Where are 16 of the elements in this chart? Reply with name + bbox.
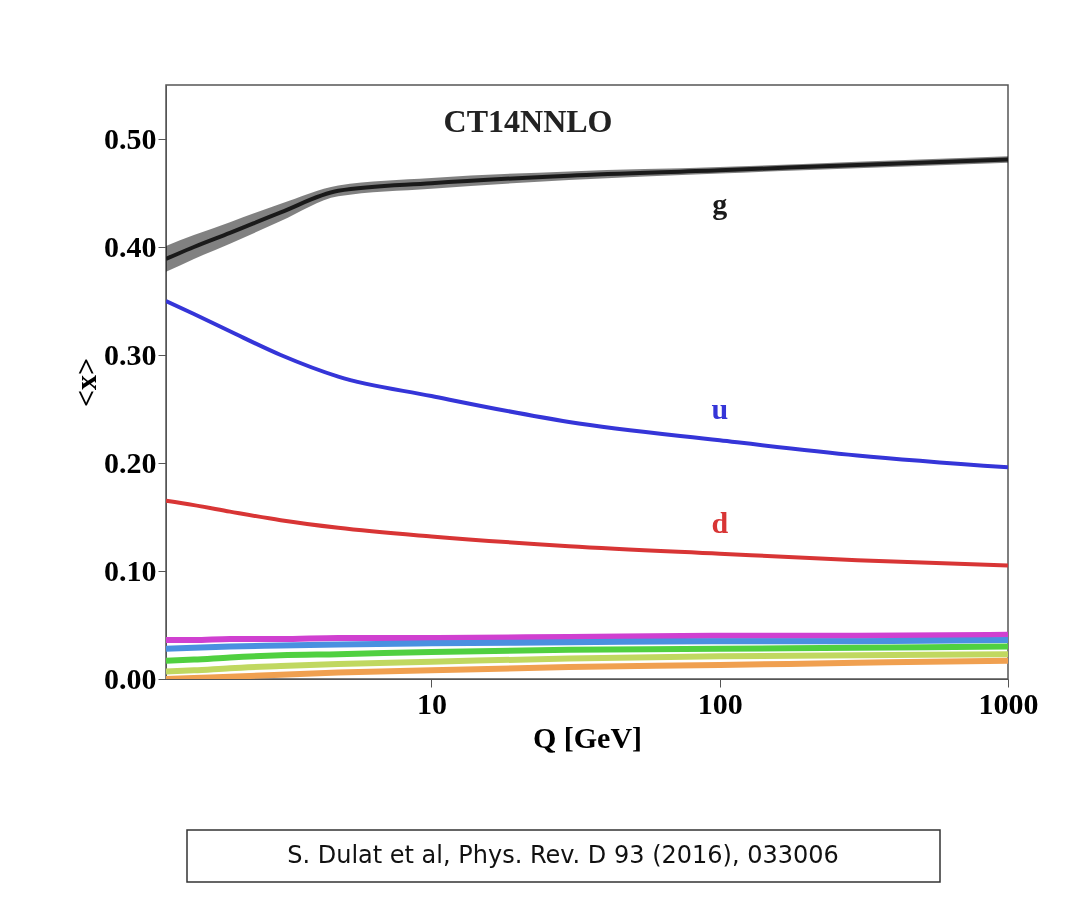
x-tick-label: 10 (416, 686, 447, 720)
series-label: g (712, 187, 728, 221)
x-tick-label: 100 (697, 686, 743, 720)
y-tick-label: 0.40 (104, 229, 157, 263)
text: S. Dulat et al, Phys. Rev. D 93 (2016), 033006 (287, 841, 839, 869)
series-label: u (711, 392, 729, 426)
y-tick-label: 0.50 (104, 121, 157, 155)
x-axis-title: Q [GeV] (532, 720, 643, 754)
y-tick-label: 0.10 (104, 553, 157, 587)
y-tick-label: 0.00 (104, 661, 157, 695)
y-axis-title: <x> (69, 357, 102, 408)
series-label: d (711, 505, 729, 539)
x-tick-label: 1000 (978, 686, 1039, 720)
text: CT14NNLO (443, 103, 613, 139)
y-tick-label: 0.30 (104, 337, 157, 371)
y-tick-label: 0.20 (104, 445, 157, 479)
